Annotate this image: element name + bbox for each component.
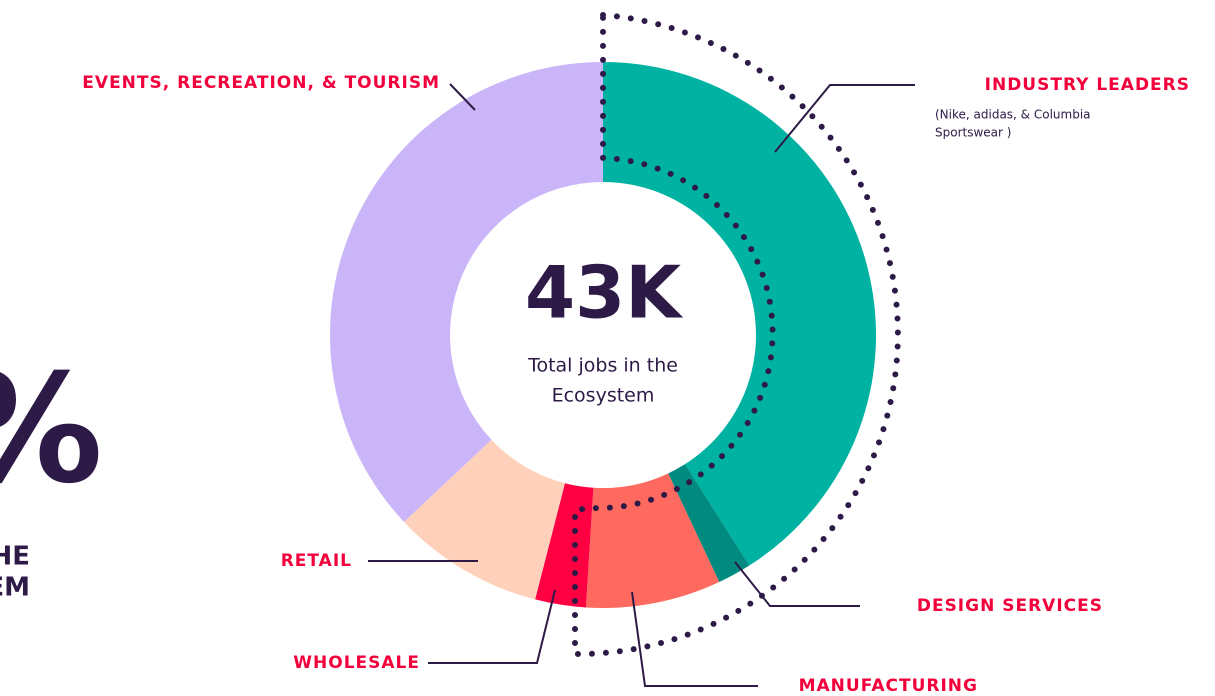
pie-segment — [403, 439, 565, 600]
pie-segment — [668, 464, 750, 583]
highlight-outline — [572, 11, 901, 658]
center-label: Ecosystem — [552, 385, 655, 407]
pie-segment — [603, 62, 877, 566]
segment-label: INDUSTRY LEADERS — [985, 75, 1190, 95]
annotation: Sportswear ) — [935, 126, 1011, 140]
center-label: Total jobs in the — [527, 355, 678, 377]
side-text: EM — [0, 573, 30, 603]
pie-segment — [535, 483, 594, 608]
leader-line — [774, 84, 915, 153]
segment-label: DESIGN SERVICES — [917, 596, 1103, 616]
pie-segment — [585, 473, 720, 609]
side-text: HE — [0, 542, 30, 572]
leader-line — [734, 561, 860, 607]
leader-line — [428, 589, 556, 664]
side-symbol: % — [0, 343, 103, 517]
leader-line — [631, 591, 758, 687]
segment-label: EVENTS, RECREATION, & TOURISM — [82, 73, 440, 93]
leader-line — [449, 83, 476, 111]
segment-label: WHOLESALE — [293, 653, 420, 673]
segment-label: RETAIL — [281, 551, 352, 571]
annotation: (Nike, adidas, & Columbia — [935, 108, 1091, 122]
segment-label: MANUFACTURING — [799, 676, 978, 696]
center-value: 43K — [525, 251, 683, 335]
pie-segment — [330, 62, 603, 522]
